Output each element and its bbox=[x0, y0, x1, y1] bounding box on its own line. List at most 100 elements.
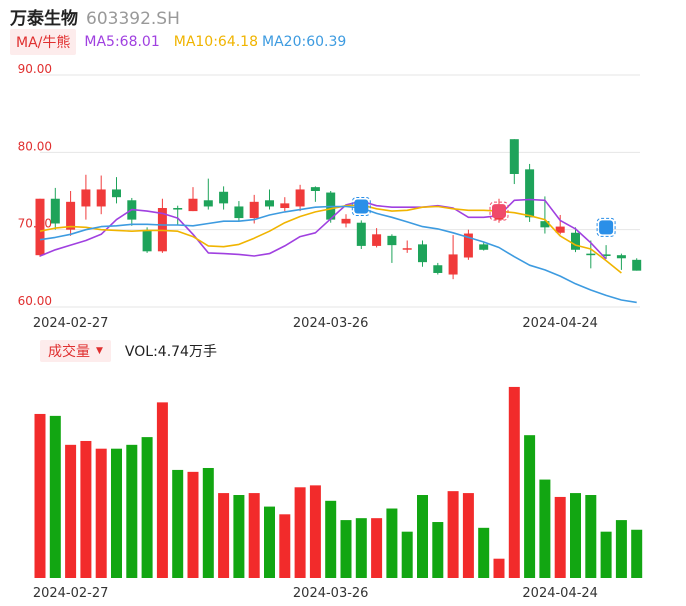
ma10-line bbox=[39, 204, 622, 274]
candle-body bbox=[142, 230, 152, 252]
signal-badge bbox=[354, 199, 369, 214]
volume-bar bbox=[294, 487, 306, 578]
volume-bar bbox=[432, 522, 444, 578]
bull-signal-icon[interactable] bbox=[489, 201, 509, 221]
candle-body bbox=[295, 189, 305, 207]
volume-bar bbox=[156, 402, 168, 578]
signal-badge-outline bbox=[351, 196, 371, 216]
volume-toggle-label: 成交量 bbox=[48, 344, 90, 360]
volume-bar bbox=[355, 518, 367, 578]
volume-bar bbox=[386, 508, 398, 578]
volume-bar bbox=[371, 518, 383, 578]
volume-bar bbox=[49, 415, 61, 578]
candle bbox=[295, 184, 305, 212]
volume-date-label: 2024-02-27 bbox=[33, 586, 109, 601]
candle bbox=[540, 196, 550, 234]
volume-legend: 成交量 ▼ VOL:4.74万手 bbox=[40, 340, 217, 362]
candle bbox=[571, 227, 580, 253]
candle-body bbox=[219, 191, 229, 204]
candle bbox=[203, 178, 213, 210]
candle-body bbox=[188, 198, 198, 212]
price-date-label: 2024-02-27 bbox=[33, 316, 109, 331]
volume-date-label: 2024-03-26 bbox=[293, 586, 369, 601]
candle bbox=[234, 201, 244, 222]
candle-body bbox=[463, 233, 473, 258]
candle bbox=[280, 197, 290, 212]
stock-name: 万泰生物 bbox=[10, 9, 78, 29]
candle bbox=[249, 194, 259, 224]
candle-body bbox=[81, 189, 91, 207]
candle-body bbox=[356, 222, 366, 246]
candle-body bbox=[280, 203, 290, 209]
candle bbox=[173, 205, 183, 226]
volume-bar bbox=[615, 520, 627, 578]
candle-body bbox=[525, 169, 535, 218]
candle bbox=[81, 174, 91, 220]
volume-bar bbox=[478, 527, 490, 578]
candle-body bbox=[616, 255, 626, 259]
price-axis-tick-label: 80.00 bbox=[18, 139, 52, 153]
candle-body bbox=[35, 198, 45, 256]
candle bbox=[555, 214, 565, 235]
volume-bar bbox=[340, 520, 352, 578]
candle-body bbox=[571, 232, 580, 250]
candle bbox=[341, 214, 351, 228]
volume-bar bbox=[279, 514, 291, 578]
candle-body bbox=[372, 234, 382, 246]
candle bbox=[50, 187, 60, 230]
candle-body bbox=[265, 200, 274, 207]
volume-toggle-button[interactable]: 成交量 ▼ bbox=[40, 340, 111, 362]
volume-bar bbox=[264, 506, 275, 578]
ma20-line bbox=[39, 205, 637, 304]
candle bbox=[188, 187, 198, 212]
volume-bar bbox=[462, 493, 474, 578]
volume-bar bbox=[80, 440, 92, 578]
candle bbox=[372, 228, 382, 248]
candle bbox=[96, 175, 106, 215]
candle bbox=[463, 229, 473, 260]
candle bbox=[356, 220, 366, 249]
candle bbox=[402, 240, 412, 253]
ma10-label: MA10:64.18 bbox=[173, 34, 259, 50]
candle bbox=[509, 139, 519, 185]
volume-bar bbox=[172, 469, 184, 578]
candle-body bbox=[173, 208, 183, 210]
volume-bar bbox=[248, 493, 260, 578]
price-axis-tick-label: 70.00 bbox=[18, 217, 52, 231]
volume-bar bbox=[493, 558, 505, 578]
ma5-label: MA5:68.01 bbox=[84, 34, 160, 50]
price-date-label: 2024-03-26 bbox=[293, 316, 369, 331]
candle-body bbox=[555, 226, 565, 233]
volume-value: VOL:4.74万手 bbox=[124, 344, 217, 360]
signal-badge bbox=[492, 204, 506, 219]
bear-signal-icon[interactable] bbox=[351, 196, 371, 216]
candle-body bbox=[341, 218, 351, 224]
bear-signal-icon[interactable] bbox=[596, 217, 616, 237]
volume-bar bbox=[233, 495, 245, 578]
candle bbox=[35, 198, 45, 257]
volume-bar bbox=[570, 493, 581, 578]
price-chart: 90.00 80.00 70.00 60.00 2024-02-27 2024-03-26… bbox=[18, 62, 642, 331]
volume-bar bbox=[309, 485, 321, 578]
price-date-label: 2024-04-24 bbox=[522, 316, 598, 331]
signal-badge-outline bbox=[489, 201, 509, 221]
volume-bar bbox=[187, 471, 199, 578]
candle bbox=[601, 245, 611, 260]
signal-badge-outline bbox=[596, 217, 616, 237]
volume-bar bbox=[325, 500, 337, 578]
price-axis-tick-label: 90.00 bbox=[18, 62, 52, 76]
caret-down-icon: ▼ bbox=[96, 346, 103, 356]
volume-date-label: 2024-04-24 bbox=[522, 586, 598, 601]
candle bbox=[479, 242, 489, 251]
candle-body bbox=[96, 189, 106, 207]
candle-body bbox=[479, 244, 489, 250]
candle-body bbox=[402, 248, 412, 250]
candle-body bbox=[249, 201, 259, 219]
candle bbox=[112, 177, 121, 204]
candle-body bbox=[387, 235, 397, 246]
ma-legend: MA/牛熊 MA5:68.01 MA10:64.18 MA20:60.39 bbox=[10, 29, 346, 55]
volume-bar bbox=[126, 444, 138, 578]
candle bbox=[616, 253, 626, 270]
candle-body bbox=[601, 254, 611, 256]
ma-toggle-button[interactable]: MA/牛熊 bbox=[10, 29, 77, 55]
